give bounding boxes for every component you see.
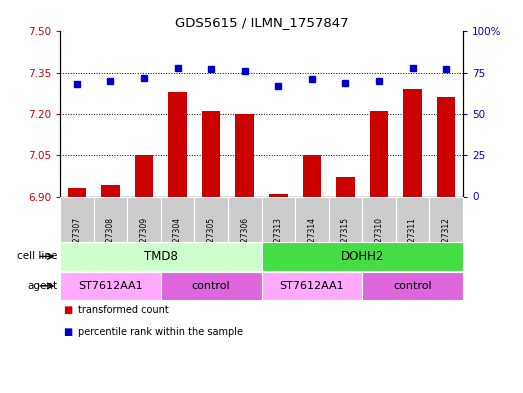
Text: GSM1527315: GSM1527315 — [341, 217, 350, 268]
Bar — [168, 92, 187, 196]
Text: GSM1527306: GSM1527306 — [240, 217, 249, 268]
Bar — [262, 272, 362, 300]
Text: GSM1527313: GSM1527313 — [274, 217, 283, 268]
Bar — [94, 196, 127, 242]
Text: cell line: cell line — [17, 252, 58, 261]
Bar — [60, 196, 94, 242]
Bar — [437, 97, 456, 196]
Text: TMD8: TMD8 — [144, 250, 178, 263]
Bar — [303, 155, 321, 196]
Bar — [135, 155, 153, 196]
Bar — [362, 196, 396, 242]
Text: GSM1527305: GSM1527305 — [207, 217, 215, 268]
Bar — [60, 242, 262, 270]
Text: control: control — [393, 281, 432, 291]
Bar — [161, 272, 262, 300]
Text: control: control — [192, 281, 231, 291]
Bar — [362, 272, 463, 300]
Text: GSM1527310: GSM1527310 — [374, 217, 383, 268]
Text: GSM1527304: GSM1527304 — [173, 217, 182, 268]
Text: GSM1527308: GSM1527308 — [106, 217, 115, 268]
Bar — [336, 177, 355, 196]
Bar — [195, 196, 228, 242]
Bar — [262, 242, 463, 270]
Bar — [60, 272, 161, 300]
Bar — [328, 196, 362, 242]
Text: ■: ■ — [63, 327, 72, 337]
Text: ST7612AA1: ST7612AA1 — [78, 281, 143, 291]
Bar — [235, 114, 254, 196]
Bar — [429, 196, 463, 242]
Bar — [295, 196, 328, 242]
Text: GSM1527314: GSM1527314 — [308, 217, 316, 268]
Text: GSM1527309: GSM1527309 — [140, 217, 149, 268]
Text: percentile rank within the sample: percentile rank within the sample — [78, 327, 243, 337]
Title: GDS5615 / ILMN_1757847: GDS5615 / ILMN_1757847 — [175, 16, 348, 29]
Bar — [202, 111, 220, 196]
Bar — [228, 196, 262, 242]
Bar — [262, 196, 295, 242]
Bar — [67, 188, 86, 196]
Text: DOHH2: DOHH2 — [340, 250, 384, 263]
Bar — [269, 194, 288, 196]
Bar — [127, 196, 161, 242]
Text: ST7612AA1: ST7612AA1 — [279, 281, 344, 291]
Text: ■: ■ — [63, 305, 72, 316]
Bar — [396, 196, 429, 242]
Bar — [101, 185, 120, 196]
Text: agent: agent — [27, 281, 58, 291]
Bar — [161, 196, 195, 242]
Text: GSM1527307: GSM1527307 — [72, 217, 82, 268]
Bar — [370, 111, 388, 196]
Text: GSM1527312: GSM1527312 — [441, 217, 451, 268]
Text: transformed count: transformed count — [78, 305, 169, 316]
Text: GSM1527311: GSM1527311 — [408, 217, 417, 268]
Bar — [403, 89, 422, 196]
